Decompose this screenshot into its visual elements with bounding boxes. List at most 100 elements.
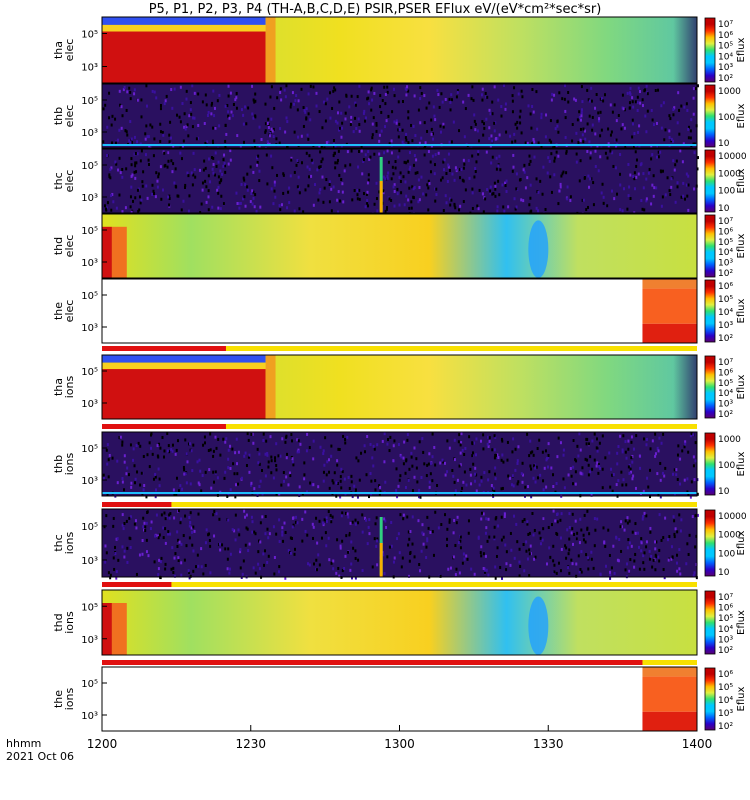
noise-cell xyxy=(642,172,645,176)
noise-cell xyxy=(188,536,191,540)
noise-cell xyxy=(404,136,407,140)
noise-cell xyxy=(511,450,514,454)
noise-cell xyxy=(130,157,133,161)
noise-cell xyxy=(488,470,491,474)
noise-cell xyxy=(209,432,212,436)
noise-cell xyxy=(617,113,620,117)
noise-cell xyxy=(581,133,584,137)
noise-cell xyxy=(312,439,315,443)
noise-cell xyxy=(485,117,488,121)
noise-cell xyxy=(632,105,635,109)
noise-cell xyxy=(519,178,522,182)
noise-cell xyxy=(502,535,505,539)
noise-cell xyxy=(227,94,230,98)
noise-cell xyxy=(373,91,376,95)
noise-cell xyxy=(170,567,173,571)
noise-cell xyxy=(557,154,560,158)
noise-cell xyxy=(234,538,237,542)
noise-cell xyxy=(553,156,556,160)
noise-cell xyxy=(293,102,296,106)
noise-cell xyxy=(361,530,364,534)
noise-cell xyxy=(397,135,400,139)
noise-cell xyxy=(395,467,398,471)
noise-cell xyxy=(327,458,330,462)
noise-cell xyxy=(657,150,660,154)
noise-cell xyxy=(671,472,674,476)
noise-cell xyxy=(696,84,699,88)
colorbar-tick-label: 10⁷ xyxy=(718,593,733,603)
noise-cell xyxy=(305,116,308,120)
noise-cell xyxy=(393,204,396,208)
noise-cell xyxy=(317,553,320,557)
noise-cell xyxy=(455,95,458,99)
noise-cell xyxy=(399,179,402,183)
noise-cell xyxy=(418,198,421,202)
noise-cell xyxy=(184,472,187,476)
y-tick-label: 10⁵ xyxy=(81,522,98,533)
noise-cell xyxy=(121,545,124,549)
noise-cell xyxy=(499,168,502,172)
noise-cell xyxy=(463,135,466,139)
noise-cell xyxy=(392,459,395,463)
noise-cell xyxy=(570,474,573,478)
noise-cell xyxy=(354,556,357,560)
noise-cell xyxy=(159,165,162,169)
noise-cell xyxy=(358,188,361,192)
noise-cell xyxy=(670,137,673,141)
noise-cell xyxy=(267,460,270,464)
noise-cell xyxy=(312,562,315,566)
noise-cell xyxy=(662,432,665,436)
noise-cell xyxy=(651,565,654,569)
noise-cell xyxy=(284,440,287,444)
noise-cell xyxy=(386,442,389,446)
noise-cell xyxy=(183,125,186,129)
noise-cell xyxy=(599,466,602,470)
noise-cell xyxy=(493,472,496,476)
noise-cell xyxy=(619,153,622,157)
noise-cell xyxy=(584,457,587,461)
noise-cell xyxy=(375,197,378,201)
noise-cell xyxy=(190,449,193,453)
noise-cell xyxy=(551,92,554,96)
noise-cell xyxy=(418,141,421,145)
noise-cell xyxy=(537,141,540,145)
noise-cell xyxy=(494,565,497,569)
noise-cell xyxy=(364,205,367,209)
spectrogram-band xyxy=(111,226,127,278)
noise-cell xyxy=(612,544,615,548)
noise-cell xyxy=(216,476,219,480)
noise-cell xyxy=(520,89,523,93)
colorbar-tick-label: 10² xyxy=(718,646,733,656)
noise-cell xyxy=(254,532,257,536)
noise-cell xyxy=(419,97,422,101)
noise-cell xyxy=(176,530,179,534)
noise-cell xyxy=(297,135,300,139)
noise-cell xyxy=(291,439,294,443)
noise-cell xyxy=(433,163,436,167)
noise-cell xyxy=(641,98,644,102)
noise-cell xyxy=(138,208,141,212)
noise-cell xyxy=(146,196,149,200)
noise-cell xyxy=(297,448,300,452)
noise-cell xyxy=(264,532,267,536)
noise-cell xyxy=(162,526,165,530)
noise-cell xyxy=(191,125,194,129)
noise-cell xyxy=(453,458,456,462)
noise-cell xyxy=(204,563,207,567)
noise-cell xyxy=(241,476,244,480)
noise-cell xyxy=(480,475,483,479)
noise-cell xyxy=(102,140,105,144)
noise-cell xyxy=(192,525,195,529)
panel-probe-label: tha xyxy=(52,41,65,59)
noise-cell xyxy=(390,544,393,548)
noise-cell xyxy=(635,175,638,179)
noise-cell xyxy=(600,97,603,101)
noise-cell xyxy=(515,187,518,191)
noise-cell xyxy=(217,175,220,179)
noise-cell xyxy=(569,199,572,203)
panel-frame xyxy=(101,83,698,149)
noise-cell xyxy=(324,531,327,535)
noise-cell xyxy=(620,470,623,474)
noise-cell xyxy=(349,163,352,167)
noise-cell xyxy=(246,432,249,436)
